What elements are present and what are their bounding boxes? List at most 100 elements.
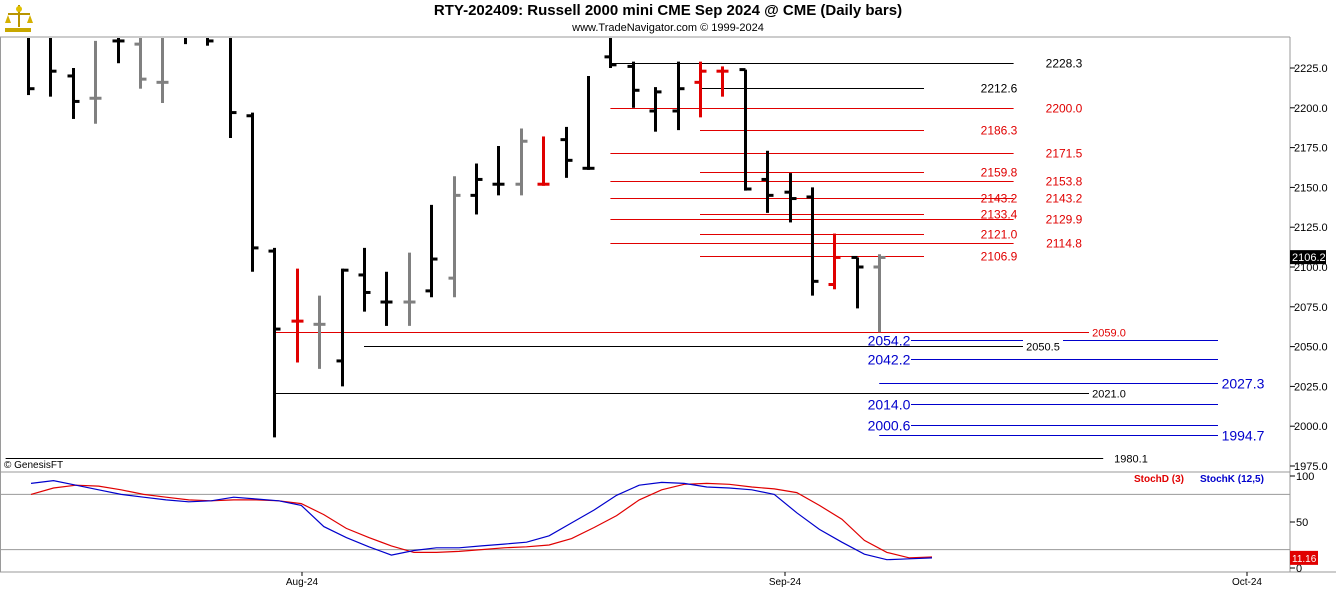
price-bar	[537, 136, 550, 186]
date-axis-label: Aug-24	[286, 577, 319, 588]
price-bar	[672, 61, 685, 131]
price-bars	[27, 38, 886, 438]
level-label: 2114.8	[1046, 237, 1082, 251]
watermark-text: © GenesisFT	[4, 460, 63, 471]
price-axis: 2225.0 2200.0 2175.0 2150.0 2125.0 2100.0 2075…	[1290, 63, 1328, 473]
price-axis-label: 2225.0	[1294, 63, 1328, 75]
level-label: 2027.3	[1222, 376, 1265, 392]
stoch-d-legend: StochD (3)	[1134, 474, 1184, 485]
price-bar	[336, 268, 349, 387]
stoch-k-legend: StochK (12,5)	[1200, 474, 1264, 485]
price-bar	[784, 173, 797, 223]
level-label-bg	[1221, 376, 1265, 390]
level-label: 2171.5	[1046, 147, 1083, 161]
last-price-marker	[1290, 250, 1326, 265]
price-bar	[470, 163, 483, 215]
price-bar	[246, 112, 259, 272]
level-label-bg	[1044, 146, 1084, 160]
level-label: 2153.8	[1046, 175, 1083, 189]
level-label-bg	[1044, 174, 1084, 188]
price-bar	[425, 204, 438, 298]
level-label-bg	[1111, 451, 1151, 465]
level-label: 2054.2	[868, 333, 911, 349]
level-label-bg	[979, 165, 1019, 179]
price-axis-label: 1975.0	[1294, 461, 1328, 473]
date-axis-label: Sep-24	[769, 577, 802, 588]
level-label: 2212.6	[981, 82, 1018, 96]
stoch-k-line	[30, 479, 933, 561]
price-bar	[492, 146, 505, 196]
level-label-bg	[1044, 212, 1084, 226]
level-label: 2143.2	[1046, 192, 1083, 206]
price-bar	[604, 38, 617, 68]
level-label: 2042.2	[868, 352, 911, 368]
level-label: 2050.5	[1026, 342, 1060, 354]
price-bar	[27, 38, 35, 96]
price-axis-label: 2075.0	[1294, 302, 1328, 314]
level-label-bg	[1044, 236, 1084, 250]
price-bar	[49, 38, 57, 97]
stoch-axis-label: 100	[1296, 471, 1314, 483]
level-label: 2000.6	[868, 418, 911, 434]
price-axis-label: 2200.0	[1294, 103, 1328, 115]
level-label: 2133.4	[981, 208, 1018, 222]
price-axis-label: 2150.0	[1294, 182, 1328, 194]
price-pane-frame	[0, 36, 1336, 573]
level-label: 2021.0	[1092, 389, 1126, 401]
last-price-label: 2106.2	[1292, 252, 1326, 264]
price-bar	[828, 233, 841, 290]
level-label: 2106.9	[981, 250, 1018, 264]
level-label-bg	[1089, 386, 1129, 400]
price-bar	[649, 87, 662, 132]
price-axis-label: 2100.0	[1294, 262, 1328, 274]
level-label-bg	[867, 352, 911, 366]
stoch-d-line	[30, 482, 933, 559]
level-label-bg	[979, 81, 1019, 95]
price-bar	[560, 126, 573, 178]
level-label: 2121.0	[981, 228, 1018, 242]
level-label: 2059.0	[1092, 328, 1126, 340]
level-label-bg	[1221, 428, 1265, 442]
level-label-bg	[1089, 325, 1129, 339]
level-label: 2200.0	[1046, 102, 1083, 116]
price-axis-label: 2175.0	[1294, 143, 1328, 155]
stoch-axis-label: 0	[1296, 563, 1302, 575]
price-bar	[112, 38, 125, 64]
price-bar	[313, 295, 326, 369]
price-bar	[206, 38, 214, 46]
level-label-bg	[1044, 101, 1084, 115]
price-bar	[761, 150, 774, 213]
price-bar	[268, 247, 281, 438]
price-bar	[873, 254, 886, 333]
date-axis: Aug-24 Sep-24 Oct-24	[286, 572, 1262, 588]
date-axis-label: Oct-24	[1232, 577, 1262, 588]
level-label-bg	[979, 249, 1019, 263]
price-axis-label: 2050.0	[1294, 342, 1328, 354]
price-bar	[582, 75, 595, 170]
price-axis-label: 2025.0	[1294, 381, 1328, 393]
stoch-last-marker	[1290, 550, 1318, 565]
price-bar	[89, 40, 102, 124]
level-label: 2129.9	[1046, 213, 1083, 227]
trade-navigator-logo-icon	[5, 5, 33, 32]
price-bar	[851, 255, 864, 309]
price-axis-label: 2125.0	[1294, 222, 1328, 234]
level-label-bg	[867, 333, 911, 347]
level-label: 2014.0	[868, 397, 911, 413]
price-bar	[403, 252, 416, 326]
level-label: 2228.3	[1046, 57, 1083, 71]
price-bar	[291, 268, 304, 363]
level-label: 2159.8	[981, 166, 1018, 180]
price-bar	[229, 38, 237, 139]
level-label-bg	[1044, 191, 1084, 205]
level-label-bg	[1023, 339, 1063, 353]
price-axis-label: 2000.0	[1294, 421, 1328, 433]
chart-subtitle: www.TradeNavigator.com © 1999-2024	[572, 22, 764, 34]
price-bar	[134, 38, 147, 89]
price-bar	[448, 176, 461, 298]
price-bar	[358, 247, 371, 312]
level-label: 1980.1	[1114, 454, 1148, 466]
stoch-last-label: 11.16	[1292, 554, 1317, 565]
price-bar	[515, 128, 528, 196]
